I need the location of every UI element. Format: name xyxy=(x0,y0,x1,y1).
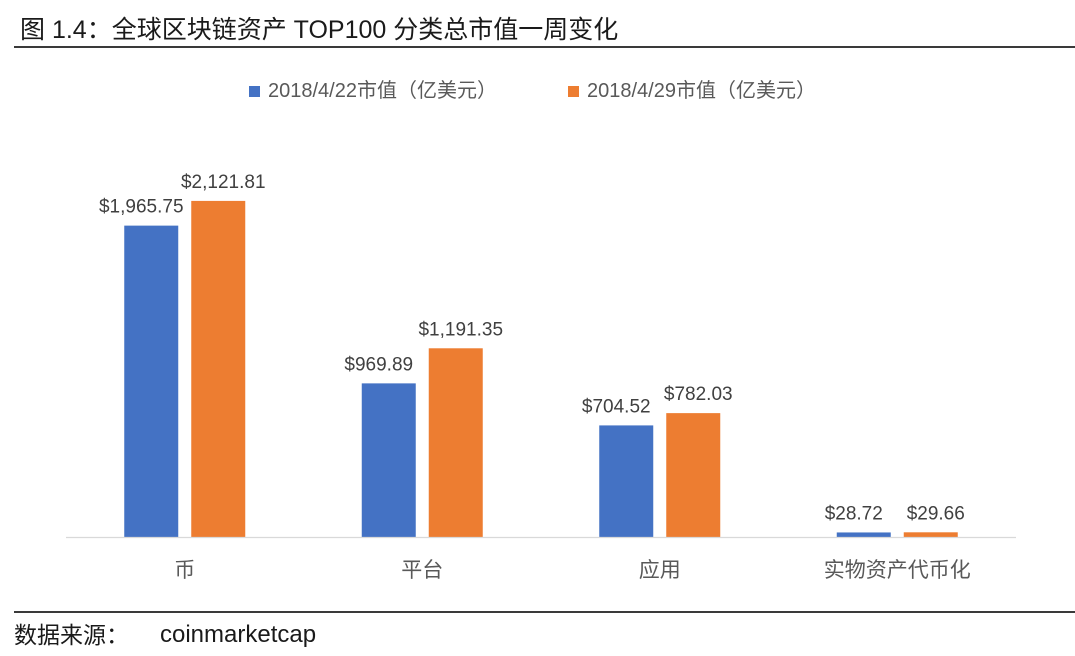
legend-label-series-2: 2018/4/29市值（亿美元） xyxy=(587,80,816,102)
data-source: 数据来源： coinmarketcap xyxy=(14,620,316,650)
figure-caption: 图 1.4：全球区块链资产 TOP100 分类总市值一周变化 xyxy=(20,16,619,44)
series-2-bar xyxy=(191,200,246,538)
legend-item-series-1: 2018/4/22市值（亿美元） xyxy=(249,80,497,102)
series-2-data-label: $782.03 xyxy=(664,384,733,405)
caption-rule xyxy=(14,46,1075,48)
legend-swatch-series-1 xyxy=(249,85,260,97)
source-label: 数据来源： xyxy=(14,622,129,648)
series-1-data-label: $28.72 xyxy=(825,503,883,524)
series-2-bar xyxy=(428,348,483,537)
legend-swatch-series-2 xyxy=(568,85,579,97)
category-label: 平台 xyxy=(401,559,443,582)
legend-label-series-1: 2018/4/22市值（亿美元） xyxy=(268,80,497,102)
series-1-bar xyxy=(124,225,179,538)
series-2-data-label: $29.66 xyxy=(907,503,965,524)
legend-item-series-2: 2018/4/29市值（亿美元） xyxy=(568,80,816,102)
bar-chart: $1,965.75 $2,121.81 $969.89$1,191.35 $704.5… xyxy=(66,172,1016,582)
series-2-bar xyxy=(903,532,958,537)
series-1-data-label: $1,965.75 xyxy=(99,197,184,218)
category-label: 应用 xyxy=(639,559,681,582)
category-label: 实物资产代币化 xyxy=(824,559,971,582)
series-2-data-label: $1,191.35 xyxy=(418,319,503,340)
category-label: 币 xyxy=(174,559,195,582)
series-1-bar xyxy=(361,383,416,537)
series-2-bar xyxy=(666,413,721,537)
source-rule xyxy=(14,611,1075,613)
source-value: coinmarketcap xyxy=(160,621,317,648)
series-1-bar xyxy=(599,425,654,537)
series-2-data-label: $2,121.81 xyxy=(181,172,266,193)
series-1-bar xyxy=(836,532,891,537)
series-1-data-label: $704.52 xyxy=(582,396,651,417)
series-1-data-label: $969.89 xyxy=(344,354,413,375)
